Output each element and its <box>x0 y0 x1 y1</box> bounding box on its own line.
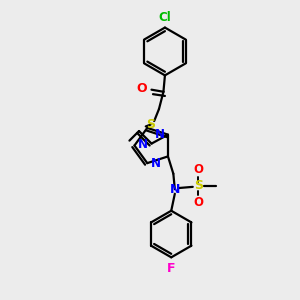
Text: N: N <box>138 138 148 151</box>
Text: S: S <box>194 179 203 192</box>
Text: N: N <box>151 157 160 169</box>
Text: O: O <box>136 82 147 95</box>
Text: O: O <box>194 196 203 209</box>
Text: N: N <box>170 183 181 196</box>
Text: N: N <box>154 128 164 141</box>
Text: F: F <box>167 262 176 275</box>
Text: S: S <box>146 118 155 131</box>
Text: O: O <box>194 163 203 176</box>
Text: Cl: Cl <box>159 11 171 24</box>
